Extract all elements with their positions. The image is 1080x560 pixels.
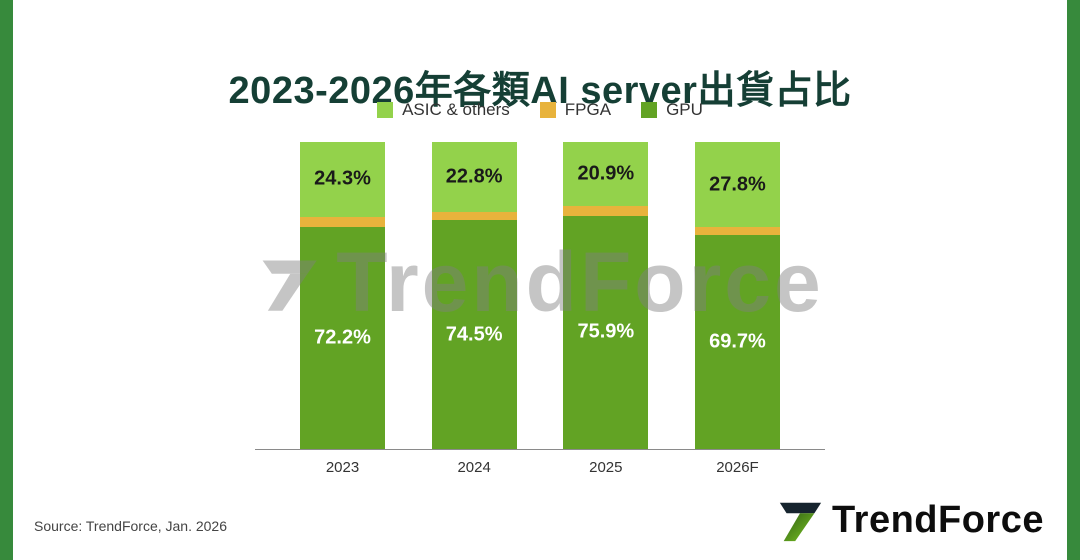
logo-text: TrendForce — [832, 498, 1044, 541]
segment-fpga — [563, 206, 649, 216]
segment-asic-others — [300, 142, 385, 217]
segment-gpu — [300, 227, 385, 449]
legend-swatch — [377, 102, 394, 118]
categories-row: 2023 2024 2025 2026F — [255, 459, 825, 476]
segment-asic-others — [563, 142, 649, 207]
segment-fpga — [431, 211, 517, 221]
legend-item-gpu: GPU — [641, 100, 703, 120]
left-edge-accent-bar — [0, 0, 13, 560]
legend-swatch — [641, 102, 658, 118]
value-label-gpu: 72.2% — [314, 326, 371, 349]
value-label-gpu: 75.9% — [577, 320, 635, 343]
value-label-asic-others: 22.8% — [445, 165, 503, 188]
chart-title: 2023-2026年各類AI server出貨占比 — [228, 70, 852, 113]
trendforce-logo-icon — [779, 502, 822, 542]
segment-gpu — [431, 220, 517, 449]
value-label-asic-others: 27.8% — [709, 173, 766, 196]
right-edge-accent-bar — [1067, 0, 1080, 560]
bar-2023: 24.3%3.5%72.2% — [300, 142, 385, 449]
category-label-2025: 2025 — [589, 459, 623, 476]
source-note: Source: TrendForce, Jan. 2026 — [34, 518, 227, 534]
category-label-2024: 2024 — [457, 459, 491, 476]
bar-2026F: 27.8%2.5%69.7% — [694, 142, 780, 449]
segment-gpu — [694, 235, 780, 449]
bar-2025: 20.9%3.2%75.9% — [563, 142, 649, 449]
legend-item-fpga: FPGA — [539, 100, 612, 120]
category-label-2026F: 2026F — [716, 459, 759, 476]
trendforce-logo: TrendForce — [776, 496, 1044, 544]
value-label-gpu: 74.5% — [445, 323, 503, 346]
value-label-asic-others: 20.9% — [577, 162, 635, 185]
legend-label: FPGA — [564, 100, 612, 119]
legend-label: GPU — [666, 100, 703, 119]
legend-swatch — [539, 102, 556, 118]
category-label-2023: 2023 — [325, 459, 360, 476]
value-label-gpu: 69.7% — [709, 330, 766, 353]
segment-asic-others — [431, 142, 517, 212]
segment-fpga — [694, 227, 780, 236]
legend-label: ASIC & others — [402, 100, 510, 119]
value-label-asic-others: 24.3% — [314, 167, 371, 190]
legend-item-asic-others: ASIC & others — [377, 100, 510, 120]
segment-fpga — [300, 216, 385, 228]
segment-asic-others — [694, 142, 780, 228]
segment-gpu — [563, 215, 649, 449]
bar-2024: 22.8%2.7%74.5% — [431, 142, 517, 449]
chart-legend: ASIC & others FPGA GPU — [0, 100, 1080, 120]
bars-row: 24.3%3.5%72.2% 22.8%2.7%74.5% 20.9%3.2%75.… — [255, 142, 825, 450]
stacked-bar-chart: 24.3%3.5%72.2% 22.8%2.7%74.5% 20.9%3.2%75.… — [255, 142, 825, 476]
